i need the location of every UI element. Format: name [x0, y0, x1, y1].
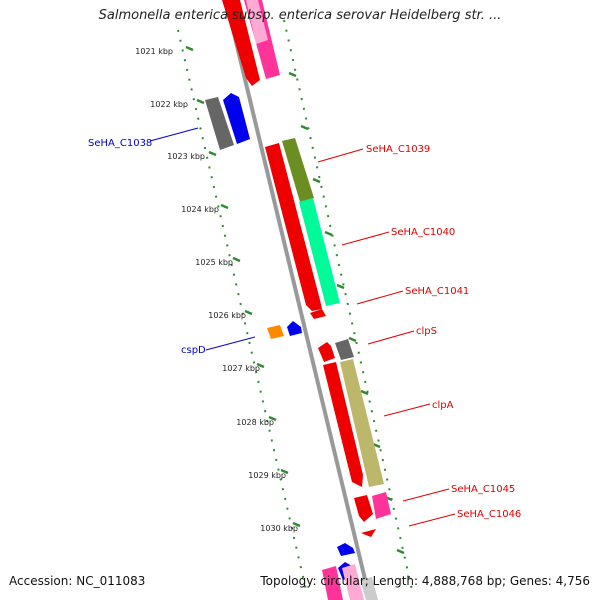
gene-feature [337, 543, 355, 556]
gene-label-seha-c1038: SeHA_C1038 [88, 138, 152, 149]
tick-label: 1026 kbp [208, 311, 246, 320]
tick-label: 1021 kbp [135, 47, 173, 56]
tick-label: 1028 kbp [236, 418, 274, 427]
tick-label: 1030 kbp [260, 524, 298, 533]
gene-feature [310, 309, 326, 319]
gene-feature [354, 495, 373, 522]
gene-feature [287, 321, 302, 336]
gene-feature [246, 0, 268, 44]
gene-feature [223, 93, 250, 144]
gene-feature [342, 564, 364, 600]
gene-feature [340, 359, 384, 487]
accession-text: Accession: NC_011083 [9, 574, 146, 588]
gene-feature [205, 97, 234, 150]
tick-label: 1027 kbp [222, 364, 260, 373]
gene-label-clpa: clpA [432, 400, 454, 411]
gene-feature [372, 492, 391, 519]
gene-feature [322, 566, 343, 600]
gene-feature [360, 577, 378, 600]
tick-label: 1029 kbp [248, 471, 286, 480]
genome-summary-text: Topology: circular; Length: 4,888,768 bp… [260, 574, 590, 588]
label-leaders [149, 127, 456, 527]
gene-feature [267, 325, 284, 339]
gene-feature [222, 0, 260, 86]
gene-feature [282, 138, 314, 202]
gene-feature [335, 339, 354, 360]
gene-feature [323, 362, 363, 487]
tick-label: 1023 kbp [167, 152, 205, 161]
gene-feature [299, 198, 340, 306]
tick-marks [185, 45, 301, 528]
gene-label-clps: clpS [416, 326, 437, 337]
gene-label-seha-c1046: SeHA_C1046 [457, 509, 521, 520]
gene-label-seha-c1039: SeHA_C1039 [366, 144, 430, 155]
gene-label-seha-c1041: SeHA_C1041 [405, 286, 469, 297]
gene-feature [265, 143, 322, 311]
gene-label-seha-c1045: SeHA_C1045 [451, 484, 515, 495]
gene-label-seha-c1040: SeHA_C1040 [391, 227, 455, 238]
map-title: Salmonella enterica subsp. enterica sero… [98, 8, 502, 23]
tick-label: 1024 kbp [181, 205, 219, 214]
gene-label-cspd: cspD [181, 345, 206, 356]
gene-feature [361, 529, 376, 537]
tick-label: 1025 kbp [195, 258, 233, 267]
backbone-line [224, 0, 372, 600]
gene-feature [318, 342, 335, 362]
tick-label: 1022 kbp [150, 100, 188, 109]
gene-features [205, 0, 391, 600]
